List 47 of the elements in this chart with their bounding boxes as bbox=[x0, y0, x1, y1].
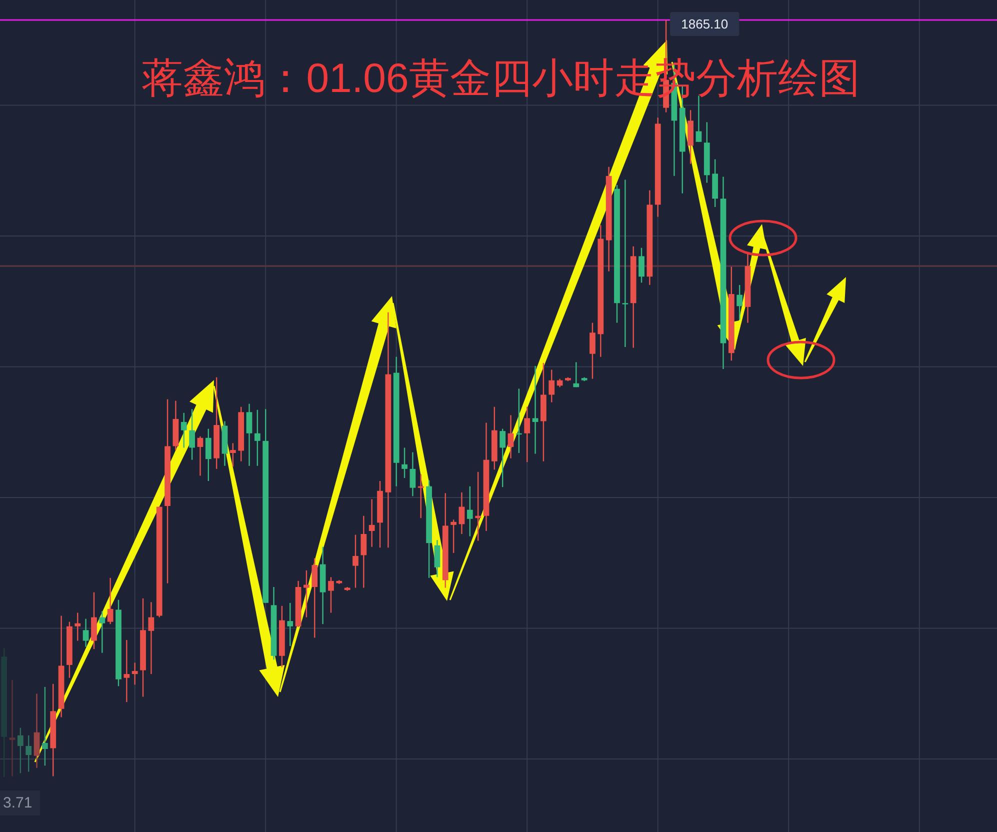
candlestick bbox=[107, 577, 114, 625]
candlestick bbox=[246, 403, 252, 466]
candlestick bbox=[508, 414, 514, 459]
candlestick bbox=[132, 662, 138, 686]
candlestick bbox=[590, 322, 596, 380]
candlestick bbox=[197, 436, 204, 476]
candlestick bbox=[500, 428, 506, 488]
candlestick bbox=[91, 592, 97, 650]
candlestick bbox=[74, 612, 81, 642]
candlestick bbox=[622, 179, 628, 348]
candlestick bbox=[573, 362, 580, 388]
candlestick bbox=[434, 539, 440, 578]
candlestick bbox=[205, 428, 212, 482]
candlestick bbox=[360, 515, 367, 588]
candlestick bbox=[352, 534, 358, 588]
candlestick bbox=[524, 406, 530, 463]
candlestick bbox=[17, 727, 24, 774]
candlestick bbox=[230, 442, 236, 468]
candlestick bbox=[410, 452, 416, 497]
candlestick bbox=[736, 284, 743, 320]
candlestick bbox=[312, 558, 318, 638]
candlestick bbox=[26, 734, 32, 772]
candlestick bbox=[368, 498, 375, 548]
candlestick bbox=[402, 447, 408, 479]
candlestick bbox=[254, 409, 260, 466]
candlestick bbox=[328, 576, 334, 614]
candlestick bbox=[450, 519, 456, 554]
candlestick bbox=[548, 369, 555, 403]
candlestick bbox=[458, 492, 465, 535]
candlestick bbox=[304, 570, 310, 618]
candlestick bbox=[99, 610, 106, 654]
candlestick bbox=[418, 474, 424, 519]
annotation: 1865.10 bbox=[681, 16, 728, 32]
candlestick bbox=[638, 247, 644, 284]
candlestick bbox=[9, 680, 16, 777]
candlestick bbox=[180, 412, 187, 448]
candlestick bbox=[42, 686, 48, 766]
candlestick bbox=[532, 365, 538, 454]
candlestick bbox=[148, 602, 154, 675]
candlestick bbox=[475, 471, 482, 542]
candlestick bbox=[124, 639, 130, 703]
candlestick bbox=[82, 618, 89, 648]
candlestick bbox=[287, 602, 294, 647]
candlestick bbox=[466, 486, 473, 537]
candlestick bbox=[34, 693, 40, 769]
candlestick bbox=[189, 408, 195, 460]
text: 3.71 bbox=[3, 794, 32, 812]
